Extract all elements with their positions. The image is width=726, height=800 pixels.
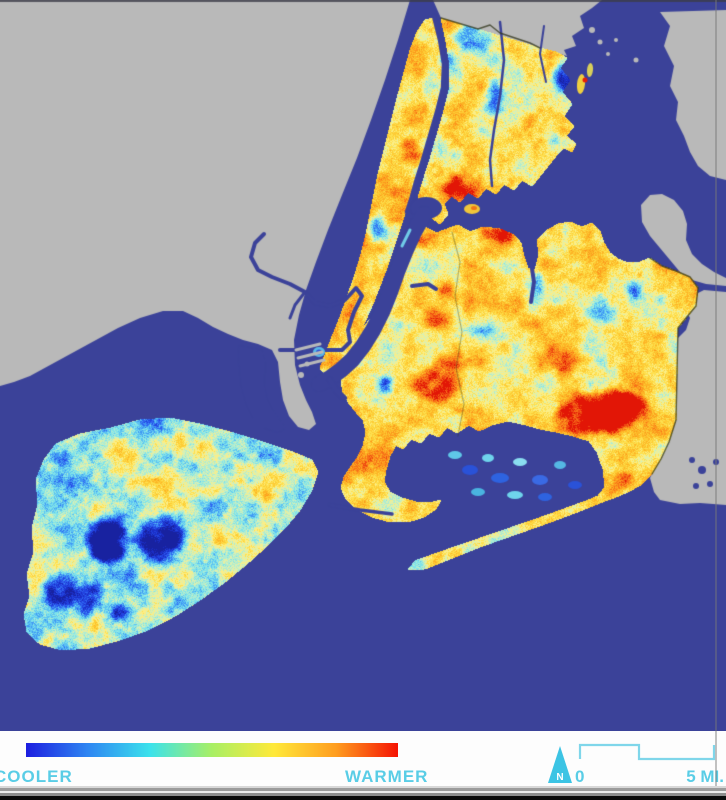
map-legend: COOLER WARMER N 0 5 MI. [0, 731, 726, 786]
warmer-label: WARMER [345, 767, 429, 786]
north-arrow-icon: N [548, 746, 572, 783]
north-arrow-triangle [548, 746, 572, 783]
north-arrow-letter: N [556, 772, 563, 783]
scale-bar [578, 743, 716, 761]
right-edge-line [715, 0, 717, 786]
window-bottom-chrome [0, 786, 726, 800]
scale-bar-line [578, 743, 716, 761]
scale-zero-label: 0 [575, 767, 585, 786]
cooler-label: COOLER [0, 767, 73, 786]
nyc-heat-map [0, 0, 726, 731]
scale-five-mi-label: 5 MI. [686, 767, 724, 786]
temperature-gradient-bar [26, 743, 398, 757]
